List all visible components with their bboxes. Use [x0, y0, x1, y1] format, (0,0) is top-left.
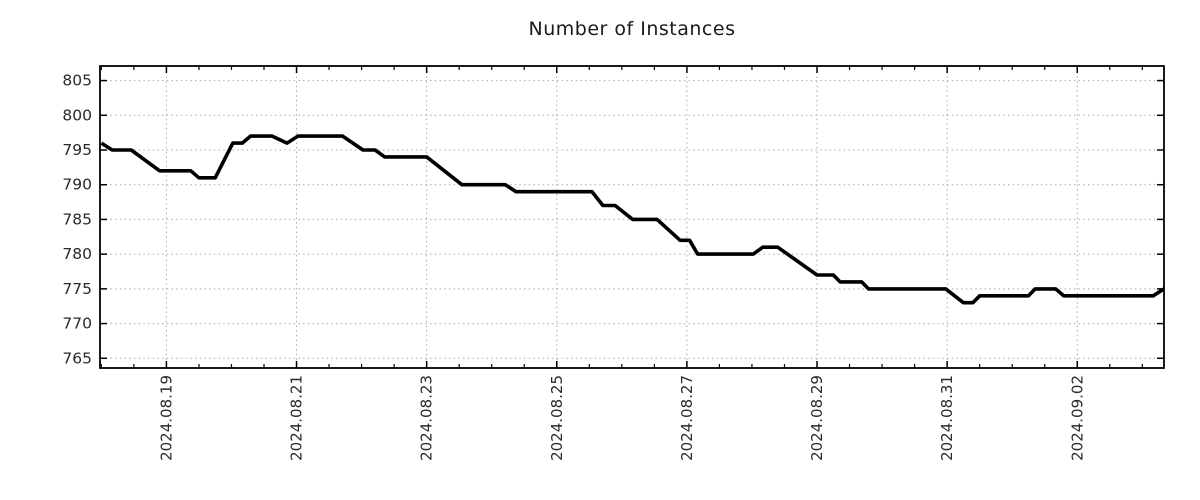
y-tick-label: 790 — [62, 176, 92, 194]
x-tick-label: 2024.09.02 — [1068, 375, 1086, 461]
y-tick-label: 770 — [62, 315, 92, 333]
x-tick-label: 2024.08.25 — [548, 375, 566, 461]
x-tick-label: 2024.08.21 — [288, 375, 306, 461]
y-tick-label: 800 — [62, 106, 92, 124]
y-tick-label: 785 — [62, 210, 92, 228]
y-tick-label: 805 — [62, 72, 92, 90]
x-tick-label: 2024.08.19 — [157, 375, 175, 461]
y-tick-label: 795 — [62, 141, 92, 159]
x-tick-label: 2024.08.29 — [808, 375, 826, 461]
x-tick-label: 2024.08.27 — [678, 375, 696, 461]
series-line — [100, 134, 1165, 305]
y-tick-label: 780 — [62, 245, 92, 263]
chart-title: Number of Instances — [528, 18, 736, 40]
plot-frame — [99, 65, 1165, 369]
x-tick-label: 2024.08.31 — [938, 375, 956, 461]
x-tick-label: 2024.08.23 — [418, 375, 436, 461]
y-tick-label: 775 — [62, 280, 92, 298]
y-tick-label: 765 — [62, 349, 92, 367]
